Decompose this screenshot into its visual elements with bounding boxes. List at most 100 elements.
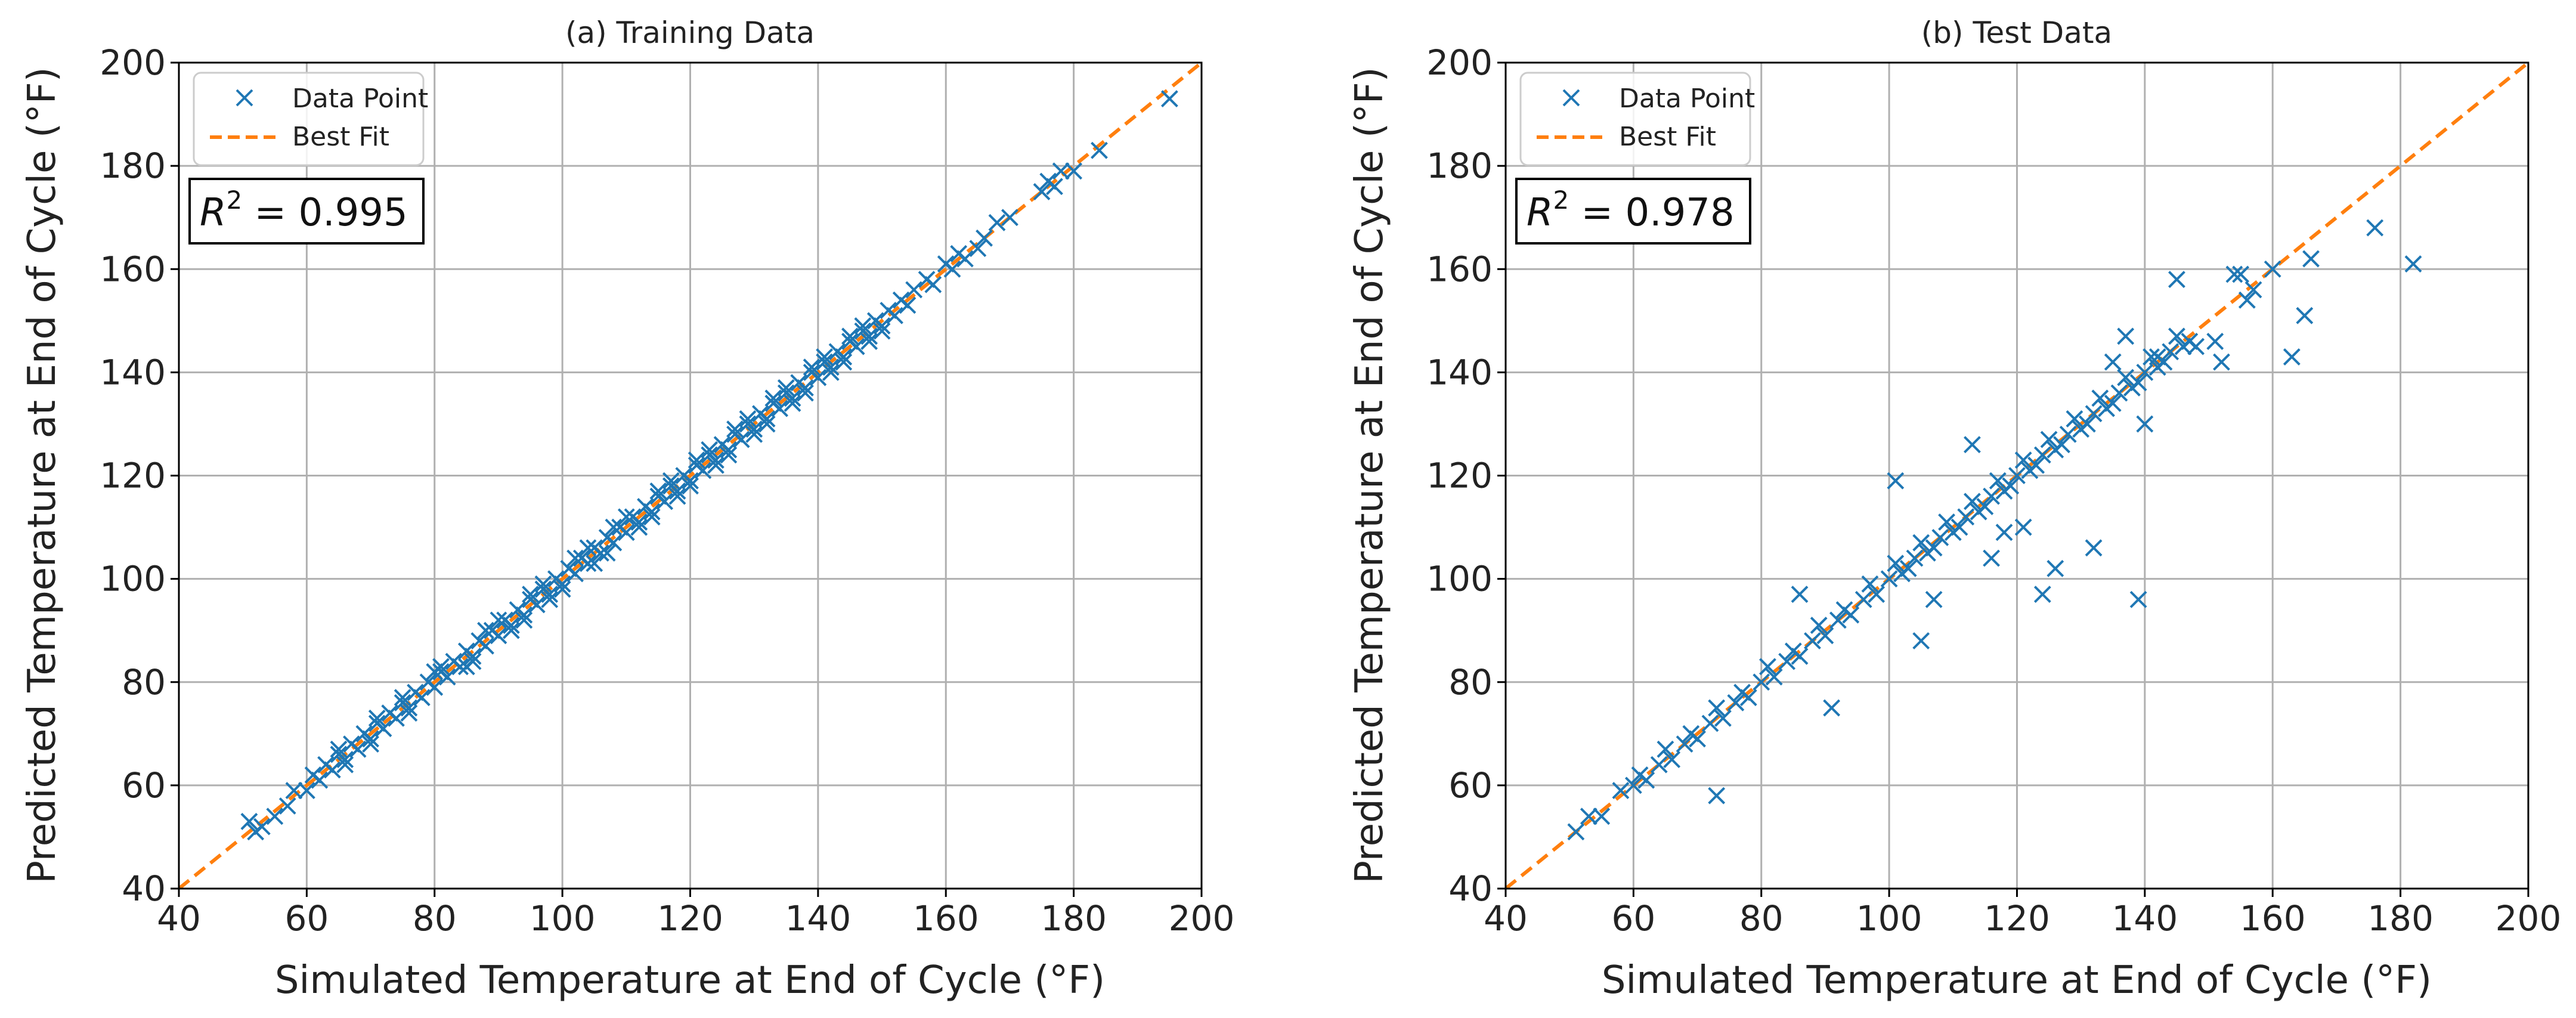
data-point bbox=[266, 807, 284, 825]
data-point bbox=[1682, 725, 1700, 742]
data-point bbox=[656, 493, 674, 510]
data-point bbox=[1810, 617, 1828, 634]
data-point bbox=[2162, 343, 2179, 361]
data-point bbox=[2066, 410, 2083, 428]
x-tick-label: 100 bbox=[530, 898, 596, 939]
data-point bbox=[1033, 182, 1051, 200]
data-point bbox=[2136, 415, 2154, 433]
data-point bbox=[1964, 436, 1981, 453]
data-point bbox=[1912, 534, 1930, 552]
data-point bbox=[2078, 415, 2096, 433]
svg-text:R2 = 0.978: R2 = 0.978 bbox=[1527, 185, 1735, 235]
data-point bbox=[253, 818, 271, 836]
data-point bbox=[2264, 260, 2281, 278]
data-point bbox=[586, 555, 603, 573]
data-point bbox=[2002, 477, 2020, 495]
data-point bbox=[873, 322, 891, 340]
data-point bbox=[522, 586, 539, 604]
axis-ticks: 40 60 80 100 120 140 160 180 200 40 60 80 100 120 140 1… bbox=[100, 42, 1234, 939]
r-squared-exponent: 2 bbox=[1553, 185, 1569, 215]
y-tick-label: 180 bbox=[1426, 146, 1493, 186]
data-point bbox=[2238, 291, 2256, 309]
data-point bbox=[2046, 559, 2064, 577]
data-point bbox=[1804, 632, 1821, 649]
data-point bbox=[541, 590, 559, 608]
annotation-box bbox=[1515, 178, 1751, 245]
y-tick-label: 80 bbox=[1448, 662, 1493, 703]
data-point bbox=[1791, 586, 1809, 604]
y-tick-label: 80 bbox=[122, 662, 166, 703]
data-point bbox=[2404, 255, 2422, 273]
data-point bbox=[1708, 787, 1726, 805]
annotation-box bbox=[188, 178, 425, 245]
data-point bbox=[336, 751, 354, 769]
data-point bbox=[534, 575, 552, 593]
data-point bbox=[835, 348, 853, 366]
data-point bbox=[1950, 518, 1968, 536]
data-point bbox=[924, 276, 942, 293]
data-point bbox=[323, 761, 341, 779]
data-point bbox=[1868, 586, 1885, 604]
data-point bbox=[688, 451, 705, 469]
data-point bbox=[374, 720, 392, 738]
y-tick-label: 200 bbox=[1426, 42, 1493, 83]
data-point bbox=[1784, 642, 1802, 660]
data-point bbox=[502, 617, 520, 634]
data-point bbox=[988, 213, 1006, 231]
y-axis-label: Predicted Temperature at End of Cycle (°… bbox=[1348, 67, 1392, 883]
data-point bbox=[745, 420, 763, 438]
data-point bbox=[515, 611, 533, 629]
data-point bbox=[694, 462, 712, 479]
data-point bbox=[2302, 250, 2320, 268]
data-point bbox=[720, 446, 738, 464]
data-point bbox=[1650, 756, 1668, 773]
r-squared-annotation: R2 = 0.978 bbox=[1515, 178, 1751, 245]
data-point bbox=[803, 358, 821, 376]
x-tick-label: 120 bbox=[657, 898, 723, 939]
data-point bbox=[771, 400, 788, 417]
data-point bbox=[835, 353, 853, 371]
data-point bbox=[2206, 333, 2224, 350]
data-point bbox=[758, 410, 776, 428]
data-point bbox=[566, 565, 584, 583]
x-tick-label: 80 bbox=[413, 898, 457, 939]
y-tick-label: 180 bbox=[100, 146, 166, 186]
data-point bbox=[362, 730, 379, 748]
data-point bbox=[2033, 446, 2051, 464]
data-point bbox=[1829, 611, 1847, 629]
data-point bbox=[1046, 178, 1063, 196]
data-point bbox=[2085, 405, 2103, 423]
data-point bbox=[2168, 327, 2185, 345]
data-point bbox=[477, 621, 494, 639]
data-point bbox=[886, 307, 903, 324]
data-point bbox=[426, 678, 444, 696]
data-point bbox=[2014, 518, 2032, 536]
data-point bbox=[1938, 513, 1956, 531]
data-point bbox=[2104, 353, 2122, 371]
legend-marker-icon bbox=[1562, 89, 1580, 107]
data-point bbox=[662, 472, 680, 490]
y-tick-label: 160 bbox=[100, 249, 166, 289]
data-point bbox=[1925, 590, 1943, 608]
data-point bbox=[668, 482, 686, 500]
legend-box bbox=[193, 72, 425, 166]
r-squared-symbol: R bbox=[1527, 191, 1553, 235]
x-axis-label: Simulated Temperature at End of Cycle (°… bbox=[275, 958, 1105, 1002]
data-point bbox=[1957, 508, 1975, 526]
data-point bbox=[1624, 776, 1642, 794]
data-point bbox=[2014, 451, 2032, 469]
y-tick-label: 120 bbox=[1426, 456, 1493, 496]
data-point bbox=[2027, 456, 2045, 474]
data-point bbox=[643, 508, 661, 526]
data-point bbox=[649, 482, 667, 500]
data-point bbox=[1631, 766, 1649, 784]
y-tick-label: 120 bbox=[100, 456, 166, 496]
data-point bbox=[777, 379, 795, 397]
data-point bbox=[1983, 549, 2001, 567]
data-point bbox=[2104, 394, 2122, 412]
legend-marker-icon bbox=[236, 89, 253, 107]
data-point bbox=[1861, 575, 1879, 593]
data-point bbox=[847, 338, 865, 355]
